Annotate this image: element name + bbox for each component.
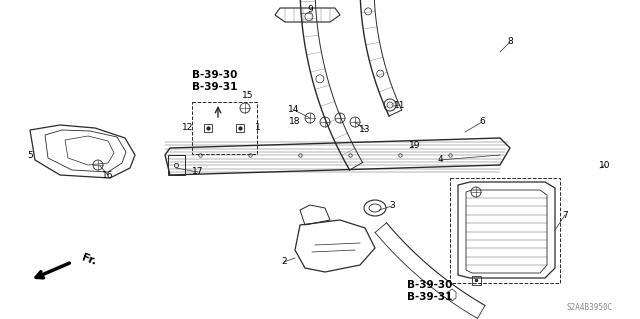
Text: 13: 13	[359, 125, 371, 135]
Text: 18: 18	[289, 117, 301, 127]
Text: 3: 3	[389, 202, 395, 211]
Text: 11: 11	[394, 100, 406, 109]
Text: B-39-31: B-39-31	[407, 292, 452, 302]
Text: B-39-30: B-39-30	[192, 70, 237, 80]
Text: S2A4B3950C: S2A4B3950C	[567, 303, 613, 313]
Text: 14: 14	[288, 106, 300, 115]
Text: 17: 17	[192, 167, 204, 176]
Text: 16: 16	[102, 170, 114, 180]
Text: 4: 4	[437, 155, 443, 165]
Text: 19: 19	[409, 140, 420, 150]
Text: B-39-31: B-39-31	[192, 82, 237, 92]
Text: 6: 6	[479, 117, 485, 127]
Text: 8: 8	[507, 38, 513, 47]
Text: 7: 7	[562, 211, 568, 219]
Text: B-39-30: B-39-30	[407, 280, 452, 290]
Text: 15: 15	[243, 92, 253, 100]
Text: 9: 9	[307, 5, 313, 14]
Text: 5: 5	[27, 151, 33, 160]
Text: 12: 12	[182, 123, 194, 132]
Text: Fr.: Fr.	[80, 253, 97, 267]
Text: 1: 1	[255, 123, 261, 132]
Text: 2: 2	[281, 257, 287, 266]
Text: 10: 10	[599, 160, 611, 169]
